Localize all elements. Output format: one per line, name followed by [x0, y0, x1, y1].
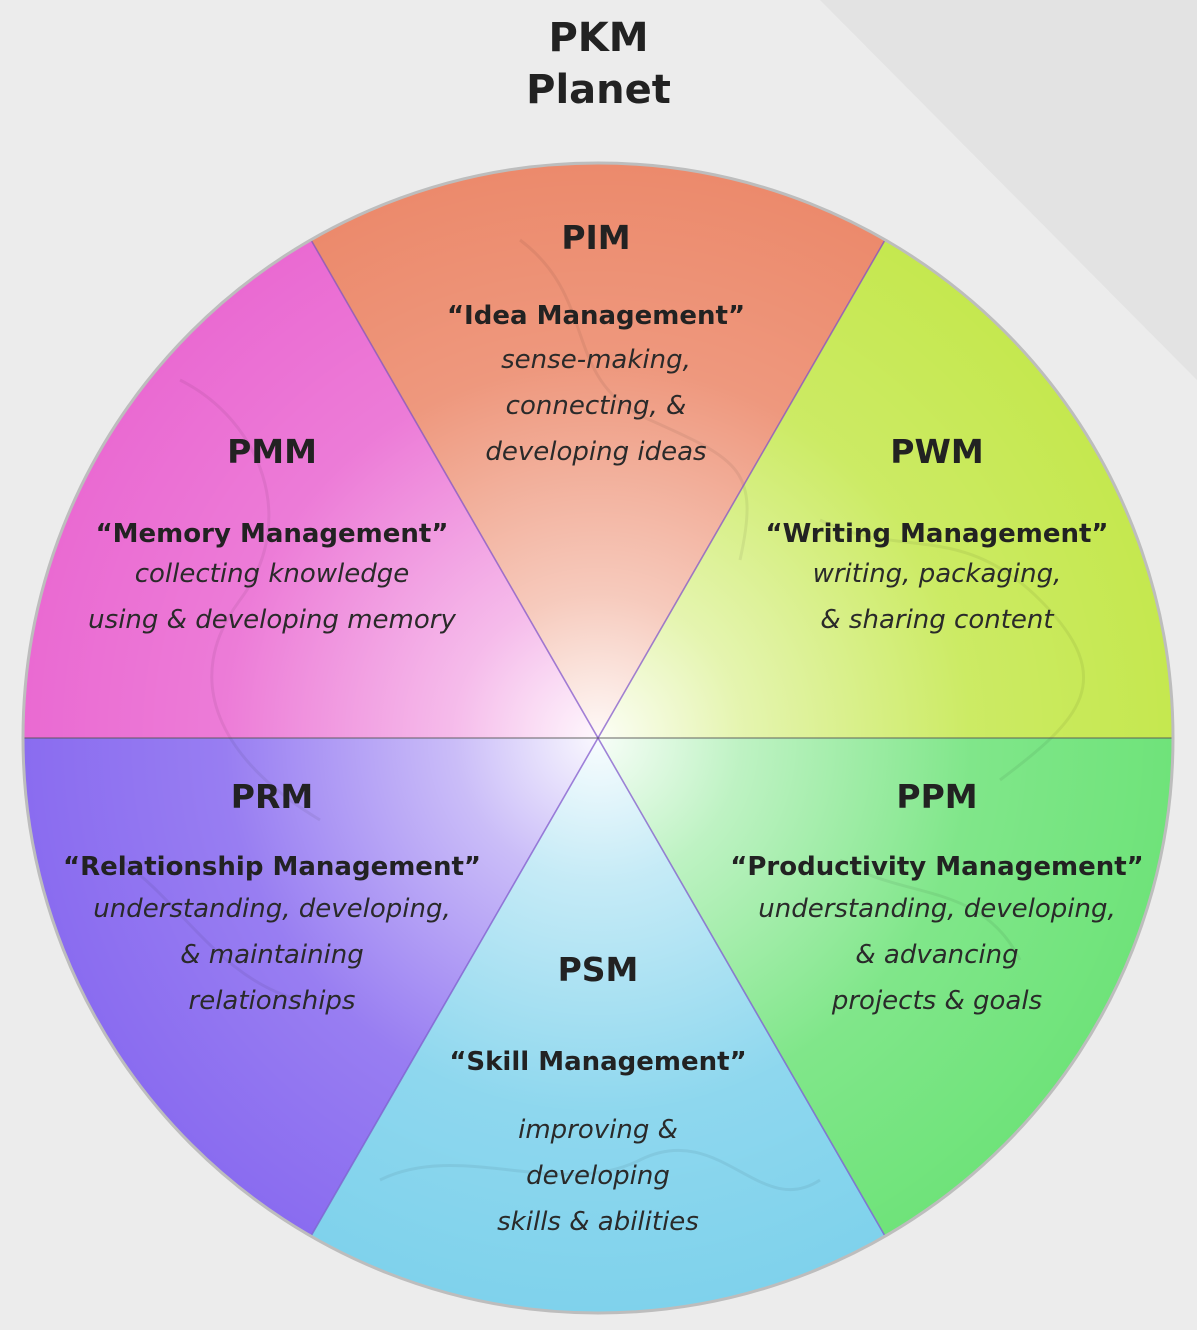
- ppm-desc-2: & advancing: [855, 940, 1019, 970]
- pim-desc-2: connecting, &: [505, 391, 687, 421]
- pmm-abbr: PMM: [227, 432, 317, 471]
- pwm-name: “Writing Management”: [765, 519, 1109, 549]
- page-title-line2: Planet: [526, 67, 671, 113]
- segment-psm: PSM “Skill Management” improving & devel…: [449, 950, 746, 1245]
- pim-desc-3: developing ideas: [485, 437, 707, 467]
- prm-name: “Relationship Management”: [63, 852, 481, 882]
- prm-desc-1: understanding, developing,: [93, 894, 451, 924]
- psm-desc-2: developing: [526, 1161, 670, 1191]
- pim-name: “Idea Management”: [446, 301, 746, 331]
- segment-ppm: PPM “Productivity Management” understand…: [730, 777, 1143, 1024]
- pmm-name: “Memory Management”: [95, 519, 449, 549]
- pmm-desc-2: using & developing memory: [88, 605, 456, 635]
- psm-abbr: PSM: [557, 950, 639, 989]
- ppm-name: “Productivity Management”: [730, 852, 1144, 882]
- psm-desc-1: improving &: [518, 1115, 678, 1145]
- prm-desc-2: & maintaining: [180, 940, 364, 970]
- segment-pmm: PMM “Memory Management” collecting knowl…: [88, 432, 456, 643]
- ppm-desc-1: understanding, developing,: [758, 894, 1116, 924]
- pim-desc-1: sense-making,: [501, 345, 691, 375]
- psm-desc-3: skills & abilities: [497, 1207, 699, 1237]
- psm-name: “Skill Management”: [449, 1047, 747, 1077]
- pwm-abbr: PWM: [890, 432, 984, 471]
- segment-pim: PIM “Idea Management” sense-making, conn…: [447, 218, 745, 475]
- pwm-desc-2: & sharing content: [820, 605, 1054, 635]
- pwm-desc-1: writing, packaging,: [812, 559, 1062, 589]
- ppm-abbr: PPM: [896, 777, 978, 816]
- prm-desc-3: relationships: [188, 986, 356, 1016]
- page-title-line1: PKM: [548, 15, 649, 61]
- pim-abbr: PIM: [561, 218, 631, 257]
- ppm-desc-3: projects & goals: [831, 986, 1043, 1016]
- segment-prm: PRM “Relationship Management” understand…: [63, 777, 481, 1024]
- prm-abbr: PRM: [230, 777, 314, 816]
- segment-pwm: PWM “Writing Management” writing, packag…: [765, 432, 1108, 643]
- pmm-desc-1: collecting knowledge: [134, 559, 410, 589]
